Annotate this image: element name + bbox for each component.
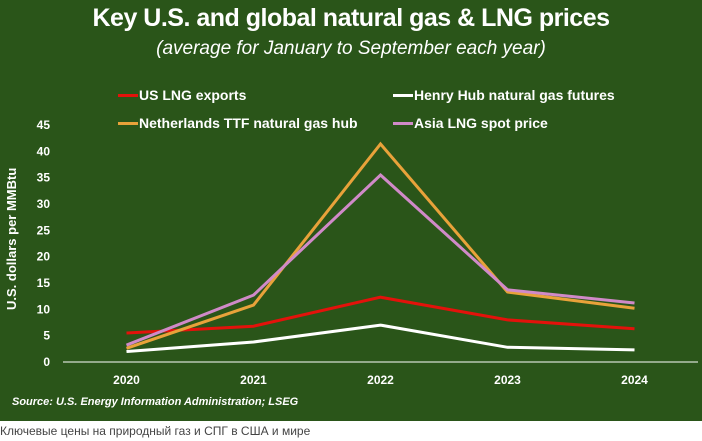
- x-tick-label: 2024: [621, 373, 648, 387]
- y-tick-label: 25: [37, 223, 51, 237]
- legend-item-henry-hub: Henry Hub natural gas futures: [393, 87, 615, 103]
- y-tick-label: 15: [37, 276, 51, 290]
- legend-swatch-henry-hub: [393, 93, 413, 97]
- plot-area: 0 5 10 15 20 25 30 35 40 45 2020 2021 2022 2023 2024: [37, 118, 698, 387]
- chart-subtitle: (average for January to September each y…: [156, 38, 546, 59]
- y-tick-label: 0: [43, 355, 50, 369]
- x-tick-label: 2021: [240, 373, 267, 387]
- series-line-asia-lng-spot-price: [125, 172, 635, 347]
- y-tick-label: 20: [37, 250, 51, 264]
- source-note: Source: U.S. Energy Information Administ…: [12, 396, 299, 408]
- legend-item-netherlands-ttf: Netherlands TTF natural gas hub: [118, 115, 358, 131]
- legend-item-asia-lng: Asia LNG spot price: [393, 115, 548, 131]
- y-tick-label: 5: [43, 329, 50, 343]
- legend-swatch-netherlands-ttf: [118, 121, 138, 125]
- legend-swatch-us-lng-exports: [118, 93, 138, 97]
- y-tick-label: 30: [37, 197, 51, 211]
- y-tick-label: 45: [37, 118, 51, 132]
- x-tick-label: 2020: [113, 373, 140, 387]
- y-tick-label: 10: [37, 302, 51, 316]
- x-tick-label: 2023: [494, 373, 521, 387]
- chart-panel: Key U.S. and global natural gas & LNG pr…: [0, 0, 702, 421]
- legend-label: US LNG exports: [139, 87, 247, 103]
- legend-label: Henry Hub natural gas futures: [414, 87, 615, 103]
- legend-item-us-lng-exports: US LNG exports: [118, 87, 246, 103]
- chart-title: Key U.S. and global natural gas & LNG pr…: [92, 4, 610, 32]
- legend-label: Asia LNG spot price: [414, 115, 548, 131]
- y-tick-label: 35: [37, 171, 51, 185]
- image-caption: Ключевые цены на природный газ и СПГ в С…: [0, 424, 311, 438]
- legend-label: Netherlands TTF natural gas hub: [139, 115, 358, 131]
- x-tick-label: 2022: [367, 373, 394, 387]
- y-tick-label: 40: [37, 144, 51, 158]
- legend-swatch-asia-lng: [393, 121, 413, 125]
